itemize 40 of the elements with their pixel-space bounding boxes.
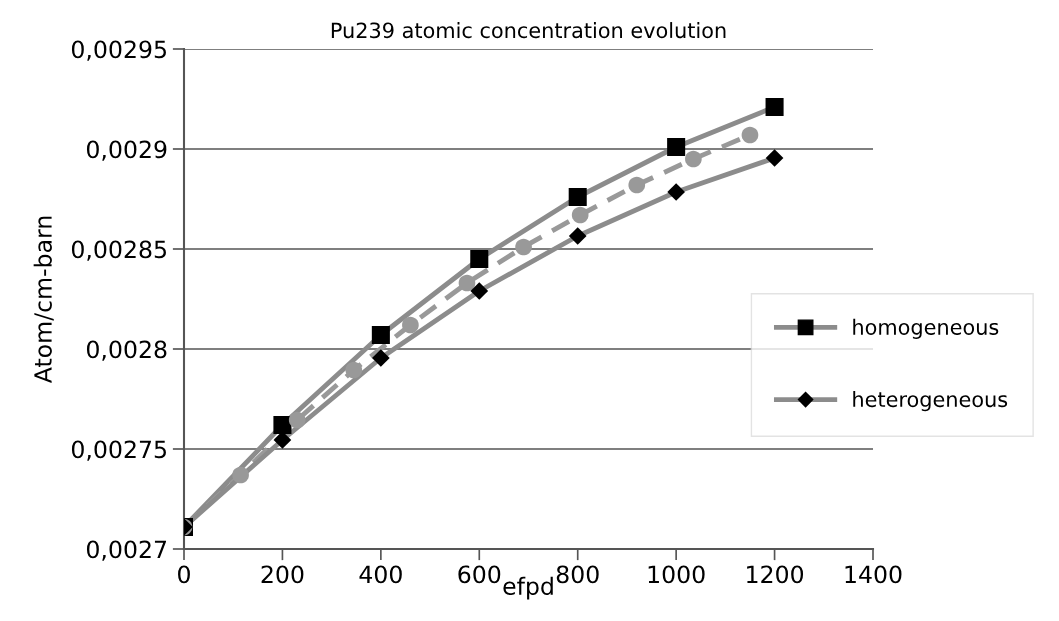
point <box>667 137 686 157</box>
y-tick-label: 0,0027 <box>86 540 167 561</box>
chart-title: Pu239 atomic concentration evolution <box>331 22 726 39</box>
x-tick-label: 400 <box>359 565 402 584</box>
point <box>458 274 476 292</box>
x-tick-label: 1400 <box>845 565 902 584</box>
point <box>273 415 292 435</box>
x-tick-label: 600 <box>458 565 501 584</box>
y-tick-label: 0,00295 <box>71 40 166 61</box>
point <box>765 97 784 117</box>
point <box>628 176 646 194</box>
point <box>232 466 249 484</box>
point <box>515 238 532 256</box>
y-tick-label: 0,0029 <box>86 140 167 161</box>
point <box>667 183 685 201</box>
point <box>568 227 587 245</box>
y-tick-label: 0,00275 <box>71 440 166 461</box>
legend-label: homogeneous <box>853 318 999 339</box>
point <box>685 150 702 168</box>
legend-label: heterogeneous <box>853 391 1008 412</box>
x-tick-label: 0 <box>178 565 190 584</box>
y-tick-label: 0,00285 <box>71 240 166 261</box>
point <box>470 282 489 300</box>
point <box>402 316 419 334</box>
point <box>470 249 489 269</box>
point <box>288 411 306 429</box>
y-axis-title: Atom/cm-barn <box>33 216 54 384</box>
point <box>765 149 784 167</box>
point <box>571 206 589 224</box>
x-tick-label: 1200 <box>747 565 804 584</box>
point <box>345 361 363 379</box>
x-tick-label: 200 <box>261 565 304 584</box>
x-tick-label: 1000 <box>648 565 705 584</box>
point <box>741 126 759 144</box>
x-axis-title: efpd <box>503 576 553 600</box>
y-tick-label: 0,0028 <box>86 340 167 361</box>
point <box>372 349 390 367</box>
x-tick-label: 800 <box>556 565 599 584</box>
point <box>371 325 390 345</box>
point <box>568 187 587 207</box>
